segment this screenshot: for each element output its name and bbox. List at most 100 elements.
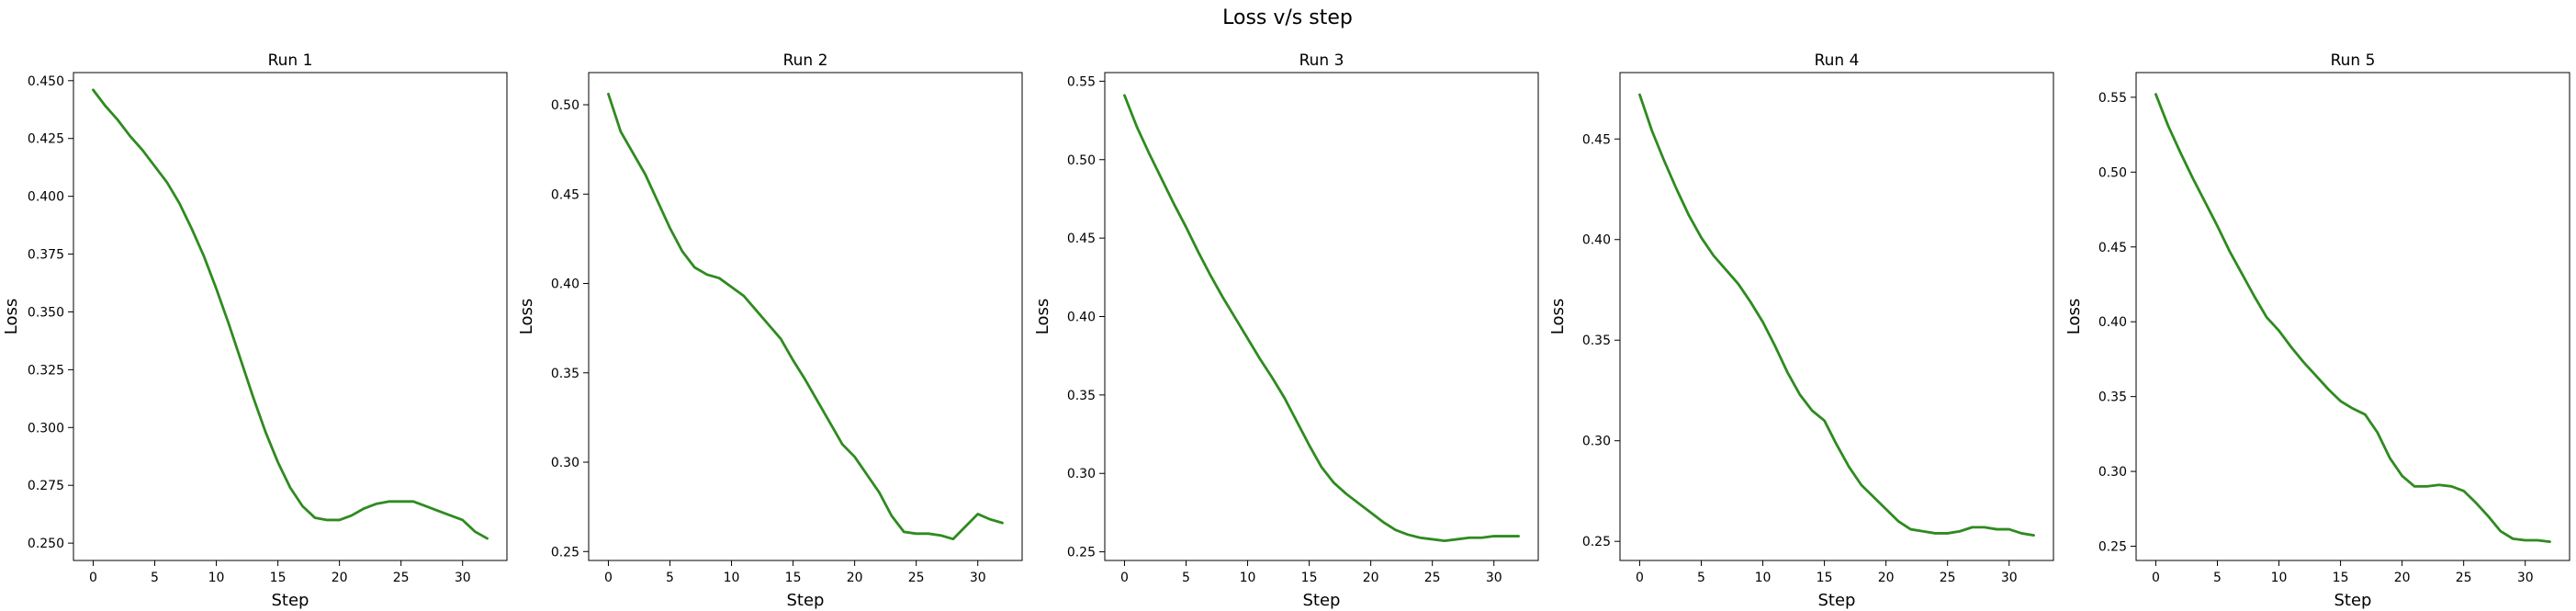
x-tick-label: 30 (455, 571, 471, 585)
x-tick-label: 10 (1755, 571, 1772, 585)
y-axis-label: Loss (2064, 299, 2084, 334)
x-tick-label: 20 (1878, 571, 1895, 585)
plot-frame (1104, 72, 1539, 561)
y-tick-label: 0.300 (28, 421, 64, 436)
plot-frame (73, 72, 508, 561)
y-tick-label: 0.375 (28, 248, 64, 263)
y-tick-label: 0.40 (551, 277, 579, 292)
y-tick-label: 0.425 (28, 132, 64, 147)
x-tick-label: 20 (332, 571, 348, 585)
loss-line (1123, 94, 1520, 543)
y-axis-ticks: 0.25 0.30 0.35 0.40 0.45 0.50 (551, 98, 589, 560)
x-tick-label: 0 (604, 571, 613, 585)
x-tick-label: 15 (1301, 571, 1318, 585)
x-tick-label: 30 (970, 571, 986, 585)
subplot-run-3: Run 3 Step Loss 0 5 10 15 20 25 30 0.25 0.30 0.35 0.4… (1033, 51, 1539, 610)
y-axis-ticks: 0.250 0.275 0.300 0.325 0.350 0.375 0.400 0.425… (28, 74, 73, 551)
y-tick-label: 0.40 (2098, 315, 2127, 330)
y-tick-label: 0.275 (28, 479, 64, 493)
loss-line (2154, 93, 2551, 544)
y-axis-label: Loss (517, 299, 536, 334)
y-tick-label: 0.25 (2098, 540, 2127, 555)
y-axis-label: Loss (1033, 299, 1052, 334)
x-tick-label: 25 (1424, 571, 1441, 585)
plot-frame (588, 72, 1023, 561)
y-tick-label: 0.25 (1067, 546, 1096, 560)
x-tick-label: 25 (1940, 571, 1956, 585)
subplot-title: Run 5 (2331, 51, 2376, 70)
y-tick-label: 0.35 (1067, 389, 1096, 403)
y-tick-label: 0.40 (1582, 233, 1611, 248)
x-axis-ticks: 0 5 10 15 20 25 30 (2152, 560, 2534, 585)
x-tick-label: 15 (270, 571, 287, 585)
y-tick-label: 0.45 (1582, 132, 1611, 147)
y-tick-label: 0.350 (28, 305, 64, 320)
subplot-title: Run 3 (1299, 51, 1344, 70)
subplot-run-5: Run 5 Step Loss 0 5 10 15 20 25 30 0.25 0.30 0.35 0.4… (2064, 51, 2570, 610)
y-tick-label: 0.50 (1067, 153, 1096, 168)
y-axis-ticks: 0.25 0.30 0.35 0.40 0.45 (1582, 132, 1620, 549)
x-axis-ticks: 0 5 10 15 20 25 30 (604, 560, 986, 585)
x-axis-label: Step (787, 591, 825, 610)
subplot-title: Run 2 (783, 51, 828, 70)
x-axis-label: Step (2334, 591, 2372, 610)
subplot-run-4: Run 4 Step Loss 0 5 10 15 20 25 30 0.25 0.30 0.35 0.4… (1548, 51, 2054, 610)
y-tick-label: 0.25 (1582, 535, 1611, 549)
loss-line (1638, 93, 2035, 537)
y-tick-label: 0.25 (551, 545, 579, 560)
plot-frame (2135, 72, 2570, 561)
x-tick-label: 5 (151, 571, 159, 585)
x-tick-label: 20 (1363, 571, 1379, 585)
x-tick-label: 10 (2271, 571, 2288, 585)
y-tick-label: 0.30 (1582, 435, 1611, 449)
x-tick-label: 10 (208, 571, 225, 585)
y-tick-label: 0.50 (2098, 165, 2127, 180)
y-tick-label: 0.30 (2098, 465, 2127, 480)
x-tick-label: 0 (1120, 571, 1129, 585)
subplot-run-2: Run 2 Step Loss 0 5 10 15 20 25 30 0.25 0.30 0.35 0.4… (517, 51, 1023, 610)
loss-line (92, 88, 489, 540)
y-tick-label: 0.45 (2098, 241, 2127, 255)
x-tick-label: 10 (724, 571, 740, 585)
subplot-title: Run 4 (1815, 51, 1860, 70)
y-tick-label: 0.400 (28, 190, 64, 205)
y-tick-label: 0.35 (551, 367, 579, 381)
y-tick-label: 0.30 (1067, 467, 1096, 481)
y-tick-label: 0.450 (28, 74, 64, 89)
y-tick-label: 0.55 (2098, 91, 2127, 106)
x-axis-ticks: 0 5 10 15 20 25 30 (1120, 560, 1502, 585)
y-tick-label: 0.250 (28, 537, 64, 551)
x-tick-label: 25 (908, 571, 925, 585)
x-tick-label: 20 (2394, 571, 2411, 585)
x-tick-label: 30 (2001, 571, 2018, 585)
x-axis-ticks: 0 5 10 15 20 25 30 (89, 560, 471, 585)
x-axis-label: Step (1303, 591, 1341, 610)
x-tick-label: 20 (847, 571, 863, 585)
subplot-title: Run 1 (268, 51, 313, 70)
x-tick-label: 5 (2213, 571, 2222, 585)
y-tick-label: 0.30 (551, 456, 579, 470)
y-axis-label: Loss (1548, 299, 1568, 334)
plot-frame (1619, 72, 2054, 561)
y-tick-label: 0.45 (1067, 232, 1096, 246)
loss-line (607, 92, 1004, 541)
x-tick-label: 25 (393, 571, 410, 585)
x-tick-label: 15 (1817, 571, 1833, 585)
x-tick-label: 0 (2152, 571, 2160, 585)
y-tick-label: 0.50 (551, 98, 579, 113)
y-tick-label: 0.325 (28, 363, 64, 378)
x-tick-label: 15 (2333, 571, 2349, 585)
y-tick-label: 0.55 (1067, 74, 1096, 89)
x-axis-ticks: 0 5 10 15 20 25 30 (1636, 560, 2018, 585)
x-tick-label: 30 (2517, 571, 2534, 585)
x-tick-label: 5 (1182, 571, 1190, 585)
x-tick-label: 25 (2456, 571, 2472, 585)
x-axis-label: Step (1818, 591, 1856, 610)
x-tick-label: 30 (1486, 571, 1502, 585)
y-tick-label: 0.35 (2098, 390, 2127, 405)
x-tick-label: 0 (1636, 571, 1644, 585)
y-tick-label: 0.45 (551, 187, 579, 202)
